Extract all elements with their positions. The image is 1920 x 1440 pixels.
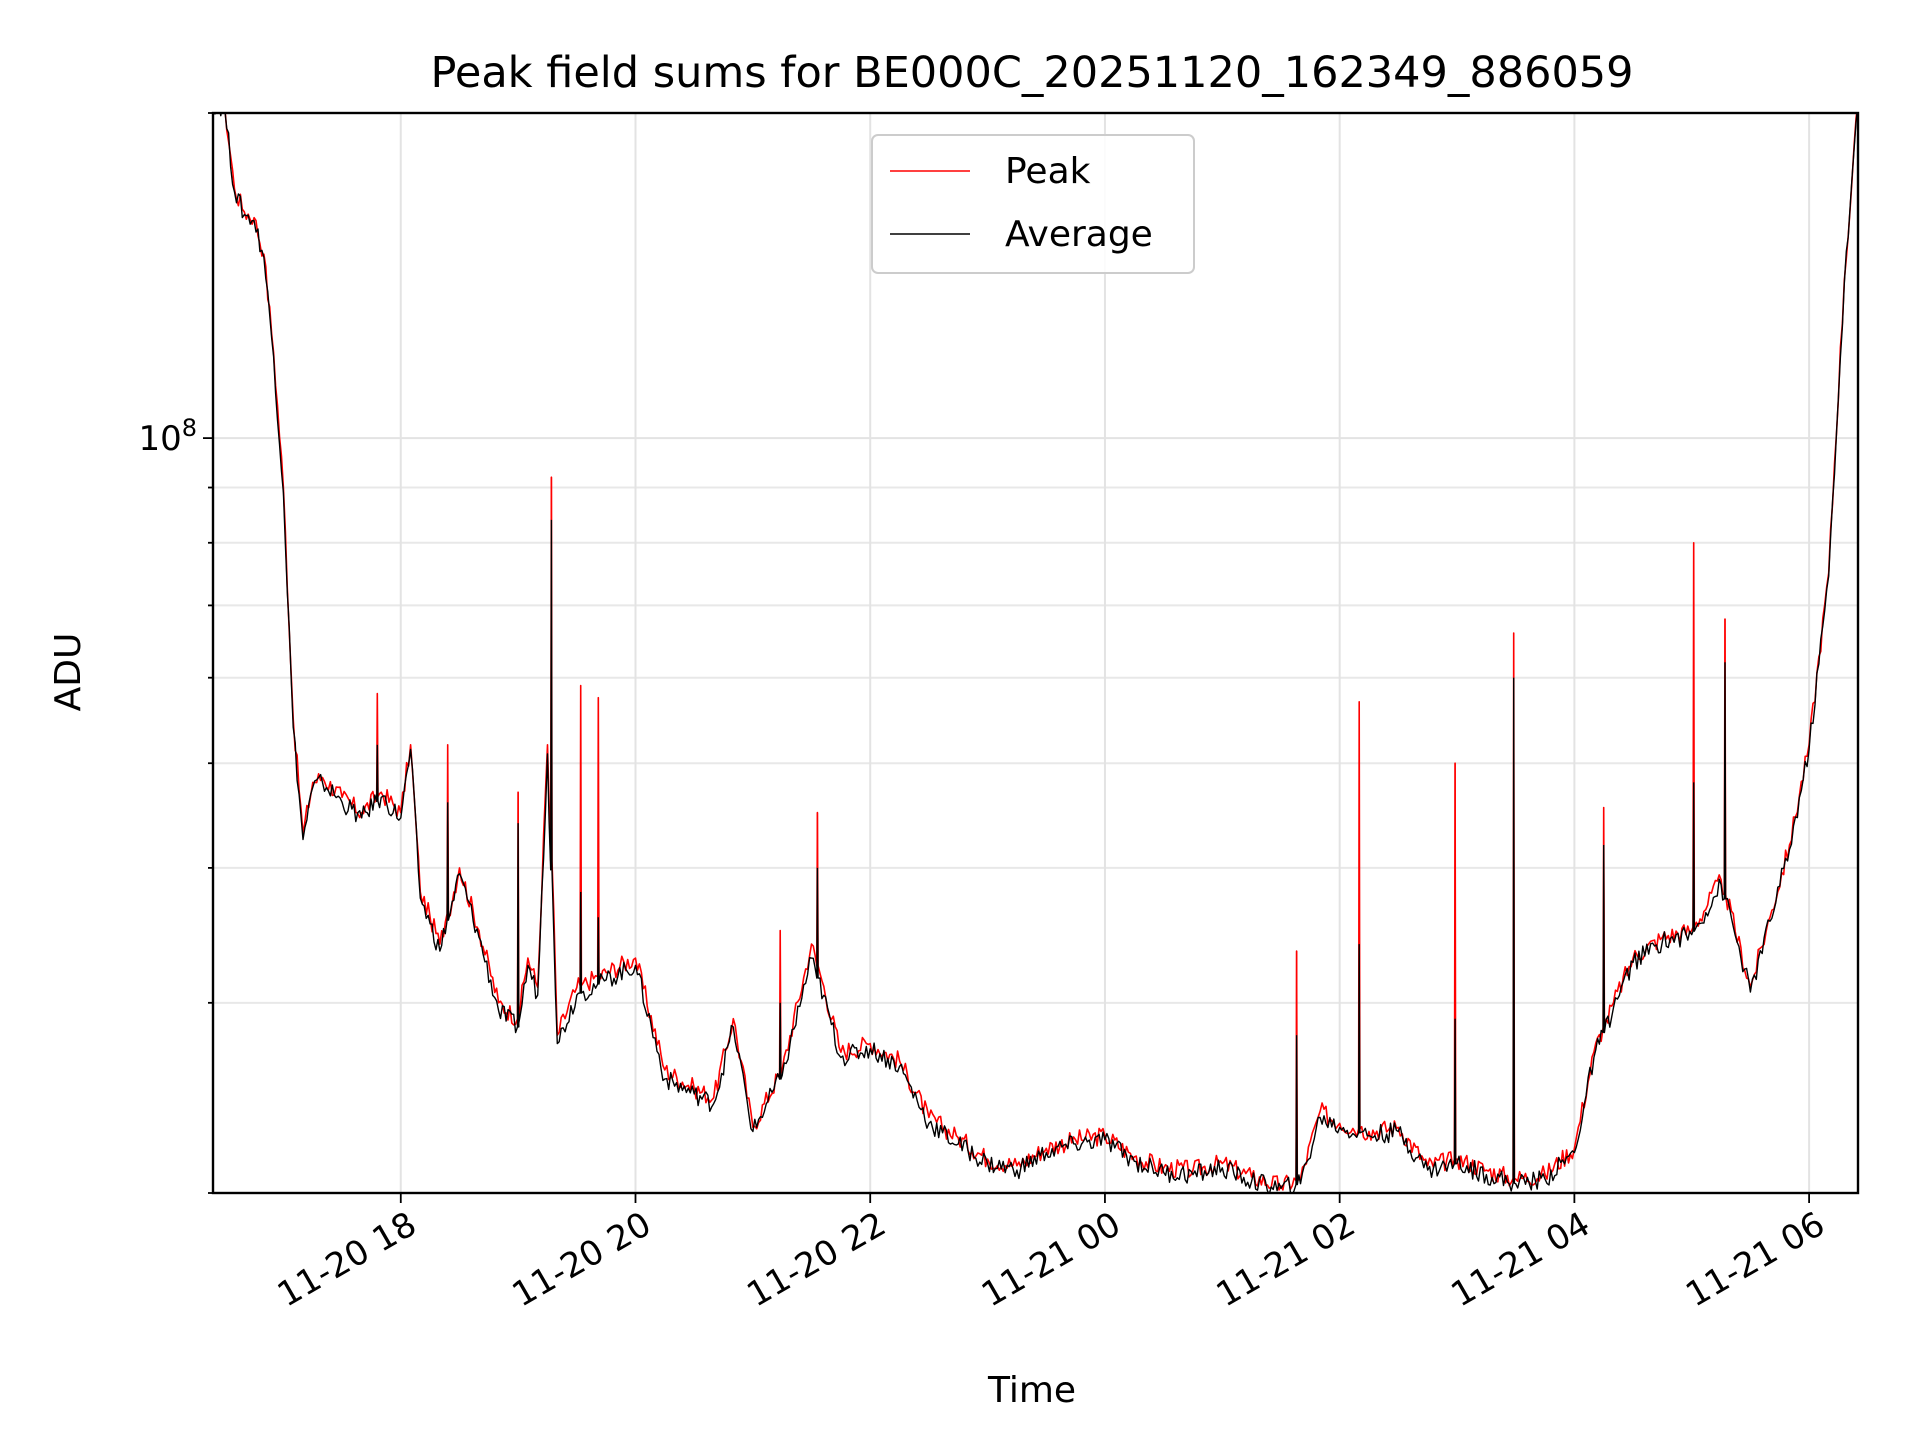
legend-label-average: Average <box>1005 214 1153 255</box>
series-layer <box>214 113 1858 1193</box>
y-axis: 108 <box>138 112 213 1194</box>
legend: Peak Average <box>871 134 1195 274</box>
plot-frame <box>211 111 1860 1195</box>
series-line-average <box>214 113 1858 1193</box>
chart-title: Peak field sums for BE000C_20251120_1623… <box>430 48 1633 98</box>
y-tick-label: 108 <box>138 414 197 459</box>
x-axis-title: Time <box>987 1370 1076 1411</box>
y-axis-title: ADU <box>48 633 89 712</box>
legend-box <box>871 134 1195 274</box>
legend-label-peak: Peak <box>1005 151 1091 192</box>
